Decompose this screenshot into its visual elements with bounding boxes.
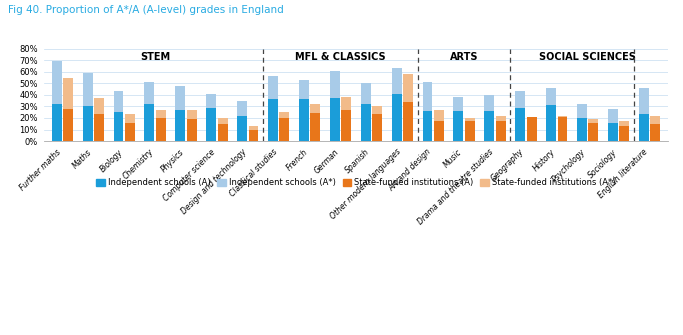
Bar — [145, 104, 154, 141]
Bar — [619, 126, 629, 141]
Bar — [639, 115, 649, 141]
Text: MFL & CLASSICS: MFL & CLASSICS — [295, 52, 386, 62]
Bar — [484, 111, 494, 141]
Bar — [527, 117, 537, 141]
Bar — [546, 105, 556, 141]
Bar — [454, 97, 463, 141]
Bar — [156, 110, 166, 141]
Bar — [527, 117, 537, 141]
Bar — [557, 117, 568, 141]
Bar — [330, 71, 339, 141]
Bar — [454, 111, 463, 141]
Bar — [237, 100, 247, 141]
Bar — [113, 91, 124, 141]
Bar — [639, 88, 649, 141]
Bar — [249, 130, 258, 141]
Bar — [218, 118, 227, 141]
Bar — [496, 121, 505, 141]
Bar — [589, 123, 598, 141]
Bar — [83, 73, 93, 141]
Bar — [342, 97, 351, 141]
Bar — [94, 115, 104, 141]
Bar — [299, 99, 309, 141]
Bar — [187, 110, 197, 141]
Bar — [52, 104, 61, 141]
Bar — [206, 108, 216, 141]
Bar — [187, 119, 197, 141]
Bar — [619, 121, 629, 141]
Bar — [403, 74, 413, 141]
Text: SOCIAL SCIENCES: SOCIAL SCIENCES — [540, 52, 636, 62]
Bar — [465, 118, 475, 141]
Bar — [113, 112, 124, 141]
Bar — [64, 77, 73, 141]
Bar — [515, 108, 525, 141]
Bar — [434, 121, 444, 141]
Bar — [361, 83, 371, 141]
Bar — [496, 116, 505, 141]
Bar — [391, 94, 402, 141]
Bar — [423, 111, 432, 141]
Bar — [145, 82, 154, 141]
Bar — [372, 107, 382, 141]
Bar — [299, 80, 309, 141]
Bar — [156, 118, 166, 141]
Bar — [206, 94, 216, 141]
Bar — [608, 109, 618, 141]
Bar — [484, 95, 494, 141]
Bar — [94, 98, 104, 141]
Bar — [83, 107, 93, 141]
Bar — [237, 116, 247, 141]
Bar — [589, 119, 598, 141]
Bar — [361, 104, 371, 141]
Bar — [391, 68, 402, 141]
Bar — [372, 115, 382, 141]
Bar — [577, 118, 587, 141]
Bar — [64, 109, 73, 141]
Legend: Independent schools (A), Independent schools (A*), State-funded institutions (A): Independent schools (A), Independent sch… — [93, 175, 619, 191]
Bar — [423, 82, 432, 141]
Bar — [218, 124, 227, 141]
Bar — [176, 110, 185, 141]
Bar — [249, 126, 258, 141]
Bar — [125, 115, 135, 141]
Bar — [279, 118, 290, 141]
Bar — [577, 104, 587, 141]
Bar — [330, 98, 339, 141]
Bar — [515, 91, 525, 141]
Bar — [650, 124, 660, 141]
Text: STEM: STEM — [140, 52, 170, 62]
Bar — [125, 123, 135, 141]
Bar — [342, 110, 351, 141]
Bar — [557, 116, 568, 141]
Bar — [268, 99, 278, 141]
Bar — [546, 88, 556, 141]
Bar — [268, 76, 278, 141]
Bar — [310, 104, 320, 141]
Bar — [465, 121, 475, 141]
Bar — [279, 112, 290, 141]
Bar — [403, 102, 413, 141]
Bar — [608, 123, 618, 141]
Bar — [310, 113, 320, 141]
Bar — [176, 86, 185, 141]
Bar — [52, 61, 61, 141]
Bar — [650, 116, 660, 141]
Text: Fig 40. Proportion of A*/A (A-level) grades in England: Fig 40. Proportion of A*/A (A-level) gra… — [8, 5, 284, 15]
Text: ARTS: ARTS — [450, 52, 478, 62]
Bar — [434, 110, 444, 141]
